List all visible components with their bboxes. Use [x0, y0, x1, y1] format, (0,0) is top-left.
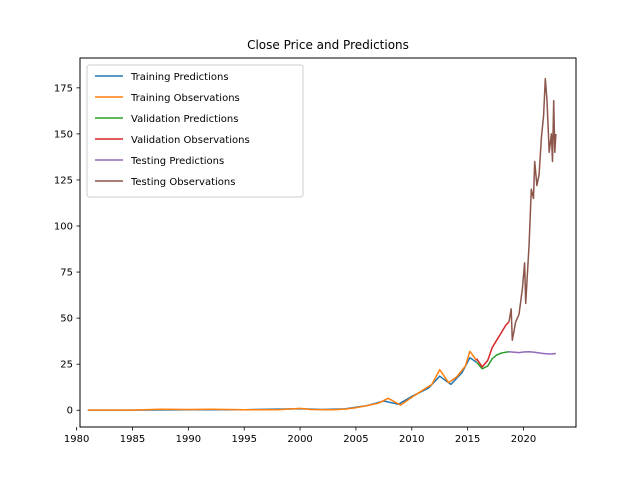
y-axis: 0 25 50 75 100 125 150 175 [54, 83, 80, 417]
legend-box [86, 64, 304, 198]
y-tick-label: 100 [54, 222, 73, 233]
series-line-3 [476, 350, 510, 370]
y-tick-label: 50 [60, 314, 73, 325]
series-line-2 [87, 350, 478, 411]
series-layer [87, 77, 557, 411]
legend-label: Validation Predictions [131, 114, 238, 125]
x-tick-label: 1995 [231, 434, 256, 445]
x-tick-label: 2010 [399, 434, 424, 445]
x-tick-label: 2020 [511, 434, 536, 445]
legend-label: Training Observations [130, 93, 240, 104]
series-line-4 [475, 321, 510, 368]
chart-title: Close Price and Predictions [247, 38, 409, 52]
x-tick-label: 2015 [455, 434, 480, 445]
series-line-5 [508, 350, 556, 355]
y-tick-label: 125 [54, 175, 73, 186]
y-tick-label: 0 [67, 406, 73, 417]
x-tick-label: 1985 [120, 434, 145, 445]
legend-label: Testing Observations [130, 177, 235, 188]
plot-frame [79, 57, 577, 428]
x-tick-label: 2005 [343, 434, 368, 445]
legend: Training Predictions Training Observation… [86, 64, 304, 198]
legend-label: Training Predictions [130, 72, 229, 83]
x-tick-label: 1990 [176, 434, 201, 445]
y-tick-label: 175 [54, 83, 73, 94]
legend-label: Testing Predictions [130, 156, 224, 167]
y-tick-label: 25 [60, 360, 73, 371]
x-tick-label: 1980 [64, 434, 89, 445]
x-tick-label: 2000 [287, 434, 312, 445]
x-axis: 1980 1985 1990 1995 2000 2005 2010 2015 2020 [64, 427, 536, 445]
y-tick-label: 75 [60, 268, 73, 279]
y-tick-label: 150 [54, 129, 73, 140]
legend-label: Validation Observations [131, 135, 250, 146]
series-line-6 [508, 77, 557, 341]
